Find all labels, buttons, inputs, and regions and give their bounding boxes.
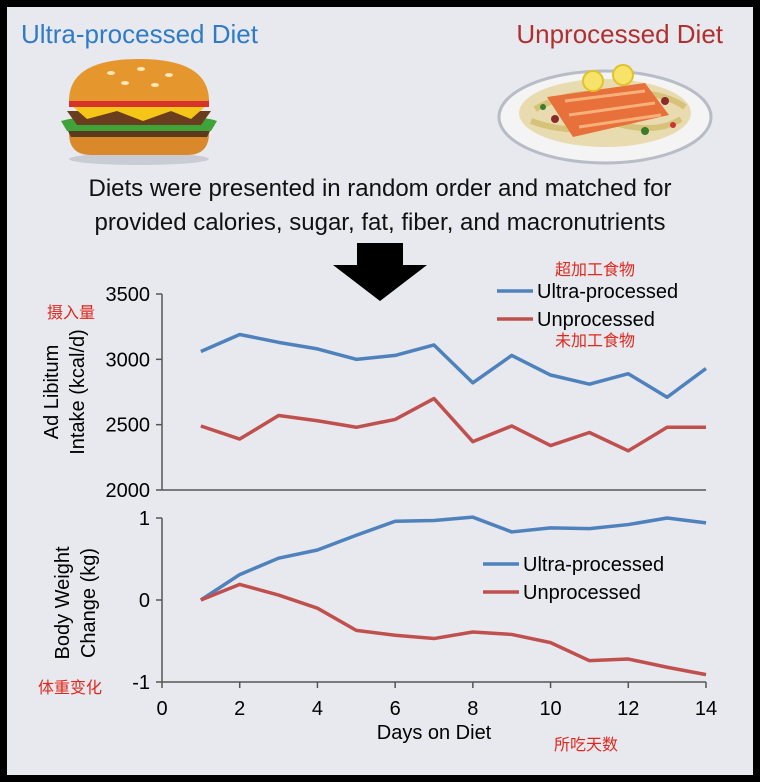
intake-series-ultra-processed [200,332,708,399]
legend-label-unprocessed: Unprocessed [537,309,655,331]
weight-x-tick-label: 8 [467,698,478,720]
intake-y-tick-label: 2000 [106,480,151,502]
intake-y-tick-label: 3000 [106,349,151,371]
legend-label-unprocessed: Unprocessed [523,582,641,604]
weight-x-tick-label: 12 [617,698,639,720]
annotation-unprocessed-cn: 未加工食物 [555,331,635,350]
intake-series-unprocessed [200,396,706,453]
intake-y-label-line1: Ad Libitum [41,345,63,440]
intake-y-tick-label: 2500 [106,415,151,437]
annotation-weight-cn: 体重变化 [38,678,102,697]
down-arrow-icon [333,243,427,301]
ultra-processed-title: Ultra-processed Diet [21,19,258,49]
intake-y-label-line2: Intake (kcal/d) [67,329,89,455]
caption: Diets were presented in random order and… [7,172,753,240]
weight-y-tick-label: 0 [139,590,150,612]
caption-line-2: provided calories, sugar, fat, fiber, an… [94,209,666,236]
weight-series-unprocessed [200,582,707,677]
weight-x-tick-label: 6 [390,698,401,720]
hamburger-icon [61,59,217,165]
annotation-days-cn: 所吃天数 [554,735,618,754]
caption-line-1: Diets were presented in random order and… [88,175,672,202]
annotation-intake-cn: 摄入量 [47,303,95,322]
intake-chart: 2000 2500 3000 3500 Ad Libitum Intake (kcal/d… [41,260,708,502]
unprocessed-title: Unprocessed Diet [516,19,723,49]
charts: 2000 2500 3000 3500 Ad Libitum Intake (kcal/d… [38,260,717,754]
weight-y-tick-label: 1 [139,508,150,530]
weight-x-tick-label: 4 [312,698,323,720]
legend-label-ultra: Ultra-processed [537,281,678,303]
weight-y-label-line1: Body Weight [52,546,74,659]
weight-y-tick-label: -1 [132,672,150,694]
legend-label-ultra: Ultra-processed [523,554,664,576]
weight-x-tick-label: 0 [156,698,167,720]
weight-series-ultra-processed [199,515,707,602]
weight-x-tick-label: 14 [695,698,717,720]
weight-y-label-line2: Change (kg) [78,548,100,658]
weight-x-tick-label: 10 [539,698,561,720]
annotation-ultra-cn: 超加工食物 [555,260,635,279]
salmon-plate-icon [497,64,713,165]
weight-x-label: Days on Diet [377,722,492,744]
figure-panel: Ultra-processed Diet Unprocessed Diet [7,7,753,775]
weight-x-tick-label: 2 [234,698,245,720]
intake-y-tick-label: 3500 [106,284,151,306]
